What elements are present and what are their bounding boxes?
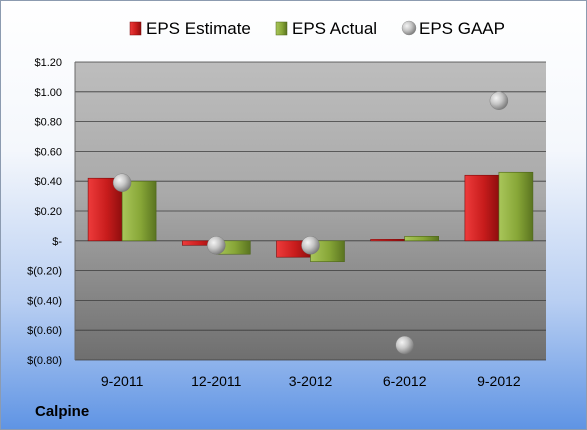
x-tick-label: 9-2012 [477,373,521,389]
y-tick-label: $0.60 [34,146,62,158]
x-axis-ticks: 9-2011 12-2011 3-2012 6-2012 9-2012 [101,373,521,389]
y-axis-ticks: $1.20 $1.00 $0.80 $0.60 $0.40 $0.20 $- $(0.20) $… [27,57,62,367]
x-tick-label: 12-2011 [191,373,242,389]
y-tick-label: $0.40 [34,176,62,188]
gaap-points [112,91,509,355]
y-tick-label: $(0.20) [27,266,62,278]
y-tick-label: $(0.60) [27,325,62,337]
gaap-point [301,236,320,255]
x-tick-label: 3-2012 [289,373,333,389]
y-tick-label: $1.00 [34,87,62,99]
y-tick-label: $0.20 [34,206,62,218]
y-tick-label: $0.80 [34,117,62,129]
green-bar-legend-icon [275,21,288,36]
legend-label: EPS Estimate [146,19,251,38]
actual-bar [121,180,157,242]
actual-bar [404,236,440,242]
company-name: Calpine [35,403,90,420]
red-bar-legend-icon [129,21,142,36]
estimate-bar [464,174,500,242]
y-tick-label: $1.20 [34,57,62,69]
estimate-bar [370,239,406,242]
bars [87,171,534,262]
gridlines [74,61,546,361]
actual-bar [498,171,534,242]
x-tick-label: 6-2012 [383,373,427,389]
gaap-point [112,173,132,192]
legend-label: EPS Actual [292,19,377,38]
gaap-point [395,335,414,355]
gaap-point [207,236,226,255]
y-tick-label: $(0.40) [27,295,62,307]
x-tick-label: 9-2011 [101,373,144,389]
y-tick-label: $- [52,236,62,248]
legend: EPS Estimate EPS Actual EPS GAAP [129,19,505,38]
estimate-bar [87,177,123,242]
gaap-point [489,91,509,110]
gray-sphere-legend-icon [401,20,417,36]
y-tick-label: $(0.80) [27,355,62,367]
legend-label: EPS GAAP [419,19,505,38]
